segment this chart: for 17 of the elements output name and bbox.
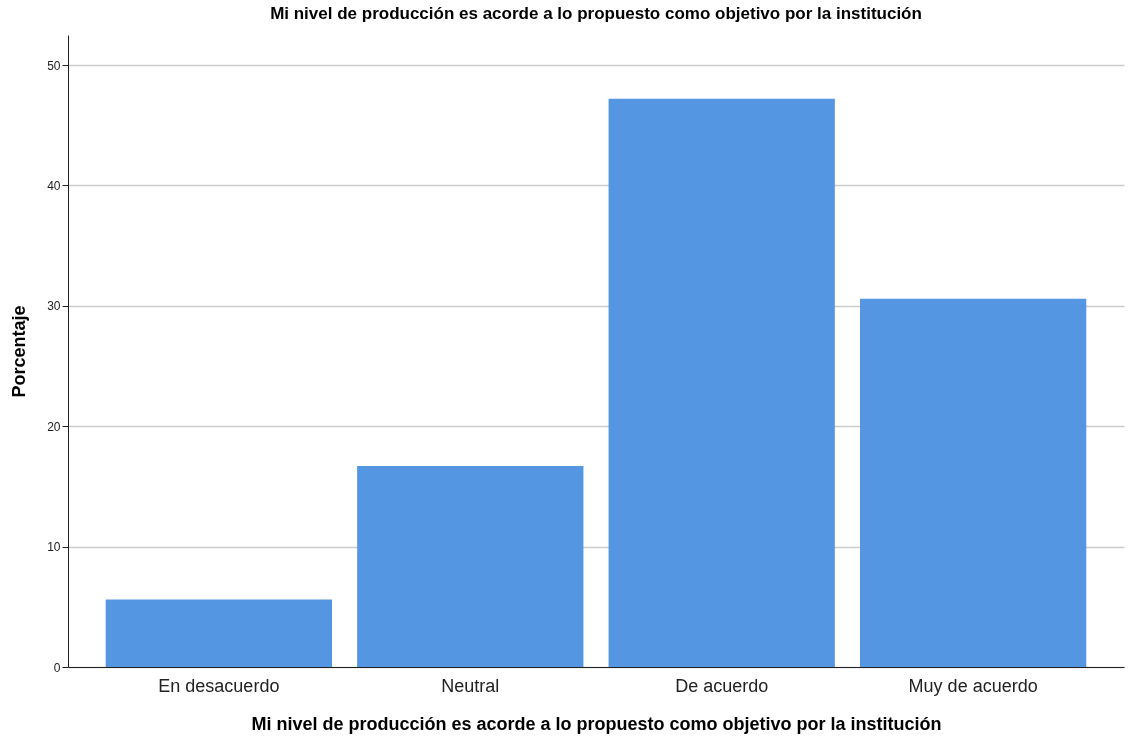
bar [105, 599, 332, 667]
chart-title: Mi nivel de producción es acorde a lo propuesto como objetivo por la institución [270, 4, 922, 23]
y-tick-label: 50 [47, 58, 61, 73]
y-tick-label: 10 [47, 540, 61, 555]
x-tick-label: De acuerdo [675, 675, 769, 696]
y-tick-label: 0 [53, 660, 61, 675]
bar [860, 298, 1087, 667]
y-axis-title: Porcentaje [9, 305, 30, 398]
y-tick-label: 20 [47, 419, 61, 434]
x-tick-label: Neutral [441, 675, 500, 696]
x-tick-label: Muy de acuerdo [908, 675, 1038, 696]
x-axis-title: Mi nivel de producción es acorde a lo propuesto como objetivo por la institución [251, 713, 942, 734]
y-tick-label: 40 [47, 178, 61, 193]
bar [357, 465, 584, 667]
y-tick-label: 30 [47, 299, 61, 314]
bar [608, 98, 835, 667]
x-tick-label: En desacuerdo [158, 675, 280, 696]
